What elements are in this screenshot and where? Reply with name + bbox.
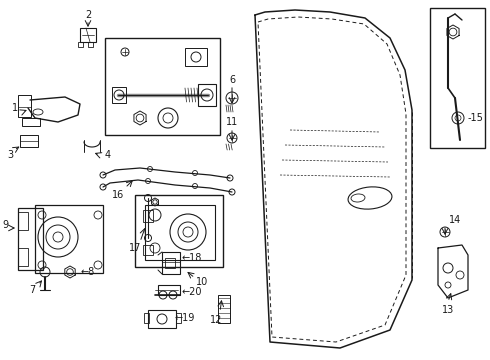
Text: 17: 17 xyxy=(129,243,141,253)
Bar xyxy=(112,87,126,103)
Text: 14: 14 xyxy=(449,215,461,225)
Bar xyxy=(80,28,96,42)
Bar xyxy=(145,205,215,260)
Bar xyxy=(144,313,149,323)
Bar xyxy=(18,212,28,230)
Text: 10: 10 xyxy=(196,277,208,287)
Bar xyxy=(143,210,153,222)
Bar xyxy=(176,313,181,323)
Bar xyxy=(198,84,216,106)
Bar xyxy=(158,285,180,295)
Bar xyxy=(430,8,485,148)
Bar xyxy=(18,208,43,270)
Bar xyxy=(22,118,40,126)
Bar xyxy=(78,42,83,47)
Text: 4: 4 xyxy=(105,150,111,160)
Bar xyxy=(162,252,180,274)
Bar xyxy=(20,135,38,147)
Text: 1: 1 xyxy=(12,103,18,113)
Text: 12: 12 xyxy=(210,315,222,325)
Text: ←19: ←19 xyxy=(175,313,195,323)
Bar xyxy=(185,48,207,66)
Text: 16: 16 xyxy=(112,190,124,200)
Bar xyxy=(18,95,31,117)
Text: 13: 13 xyxy=(442,305,454,315)
Bar xyxy=(148,310,176,328)
Bar xyxy=(143,245,153,255)
Text: 2: 2 xyxy=(85,10,91,20)
Bar xyxy=(135,195,223,267)
Bar xyxy=(218,295,230,323)
Bar xyxy=(105,38,220,135)
Text: ←8: ←8 xyxy=(81,267,95,277)
Bar xyxy=(18,248,28,266)
Bar xyxy=(165,258,175,268)
Text: 6: 6 xyxy=(229,75,235,85)
Text: 3: 3 xyxy=(7,150,13,160)
Text: 7: 7 xyxy=(29,285,35,295)
Bar xyxy=(35,205,103,273)
Text: -15: -15 xyxy=(467,113,483,123)
Text: 11: 11 xyxy=(226,117,238,127)
Text: 9: 9 xyxy=(2,220,8,230)
Text: ←20: ←20 xyxy=(182,287,202,297)
Text: ←18: ←18 xyxy=(182,253,202,263)
Bar xyxy=(88,42,93,47)
